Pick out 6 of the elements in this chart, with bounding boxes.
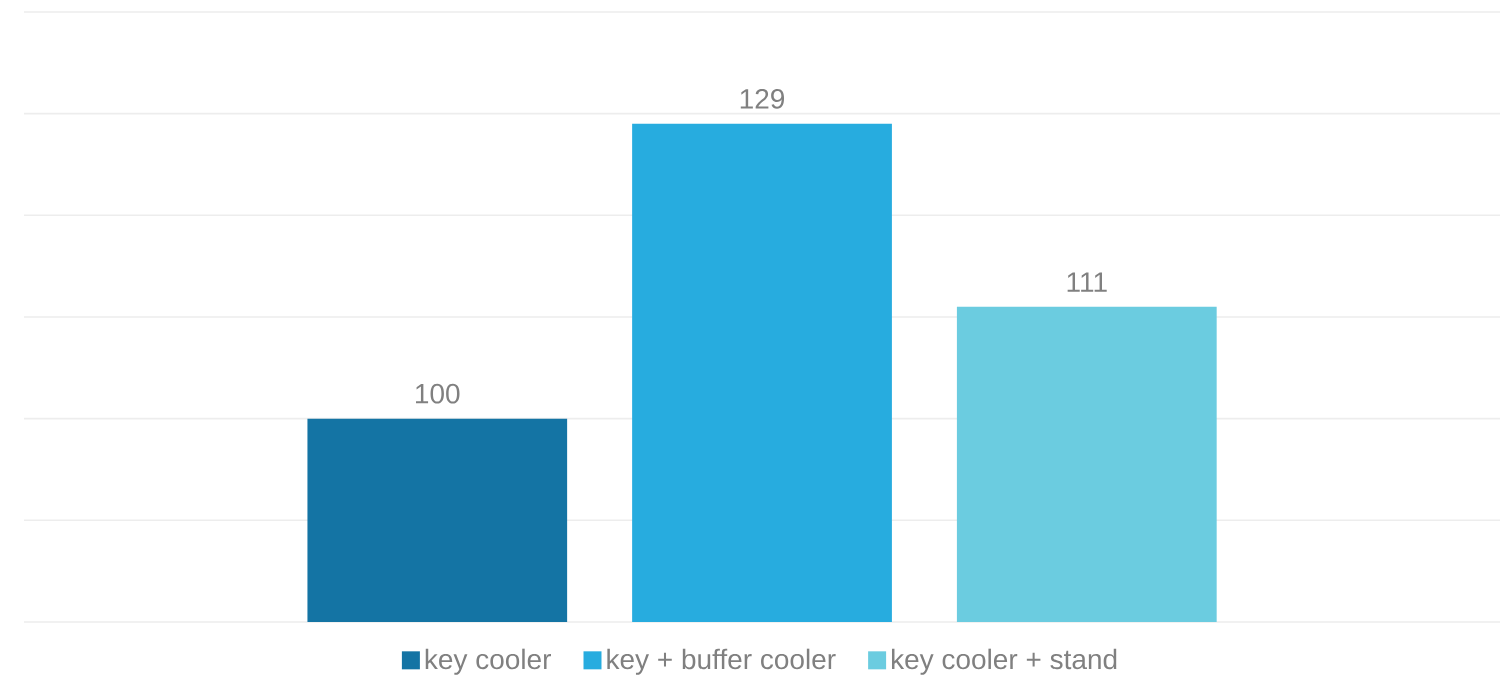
- legend-label: key cooler + stand: [891, 648, 1117, 675]
- legend-label: key cooler: [425, 648, 551, 675]
- data-label: 129: [740, 88, 785, 109]
- legend-label: key + buffer cooler: [607, 648, 836, 675]
- data-label: 111: [1067, 272, 1107, 292]
- data-label: 100: [416, 383, 460, 404]
